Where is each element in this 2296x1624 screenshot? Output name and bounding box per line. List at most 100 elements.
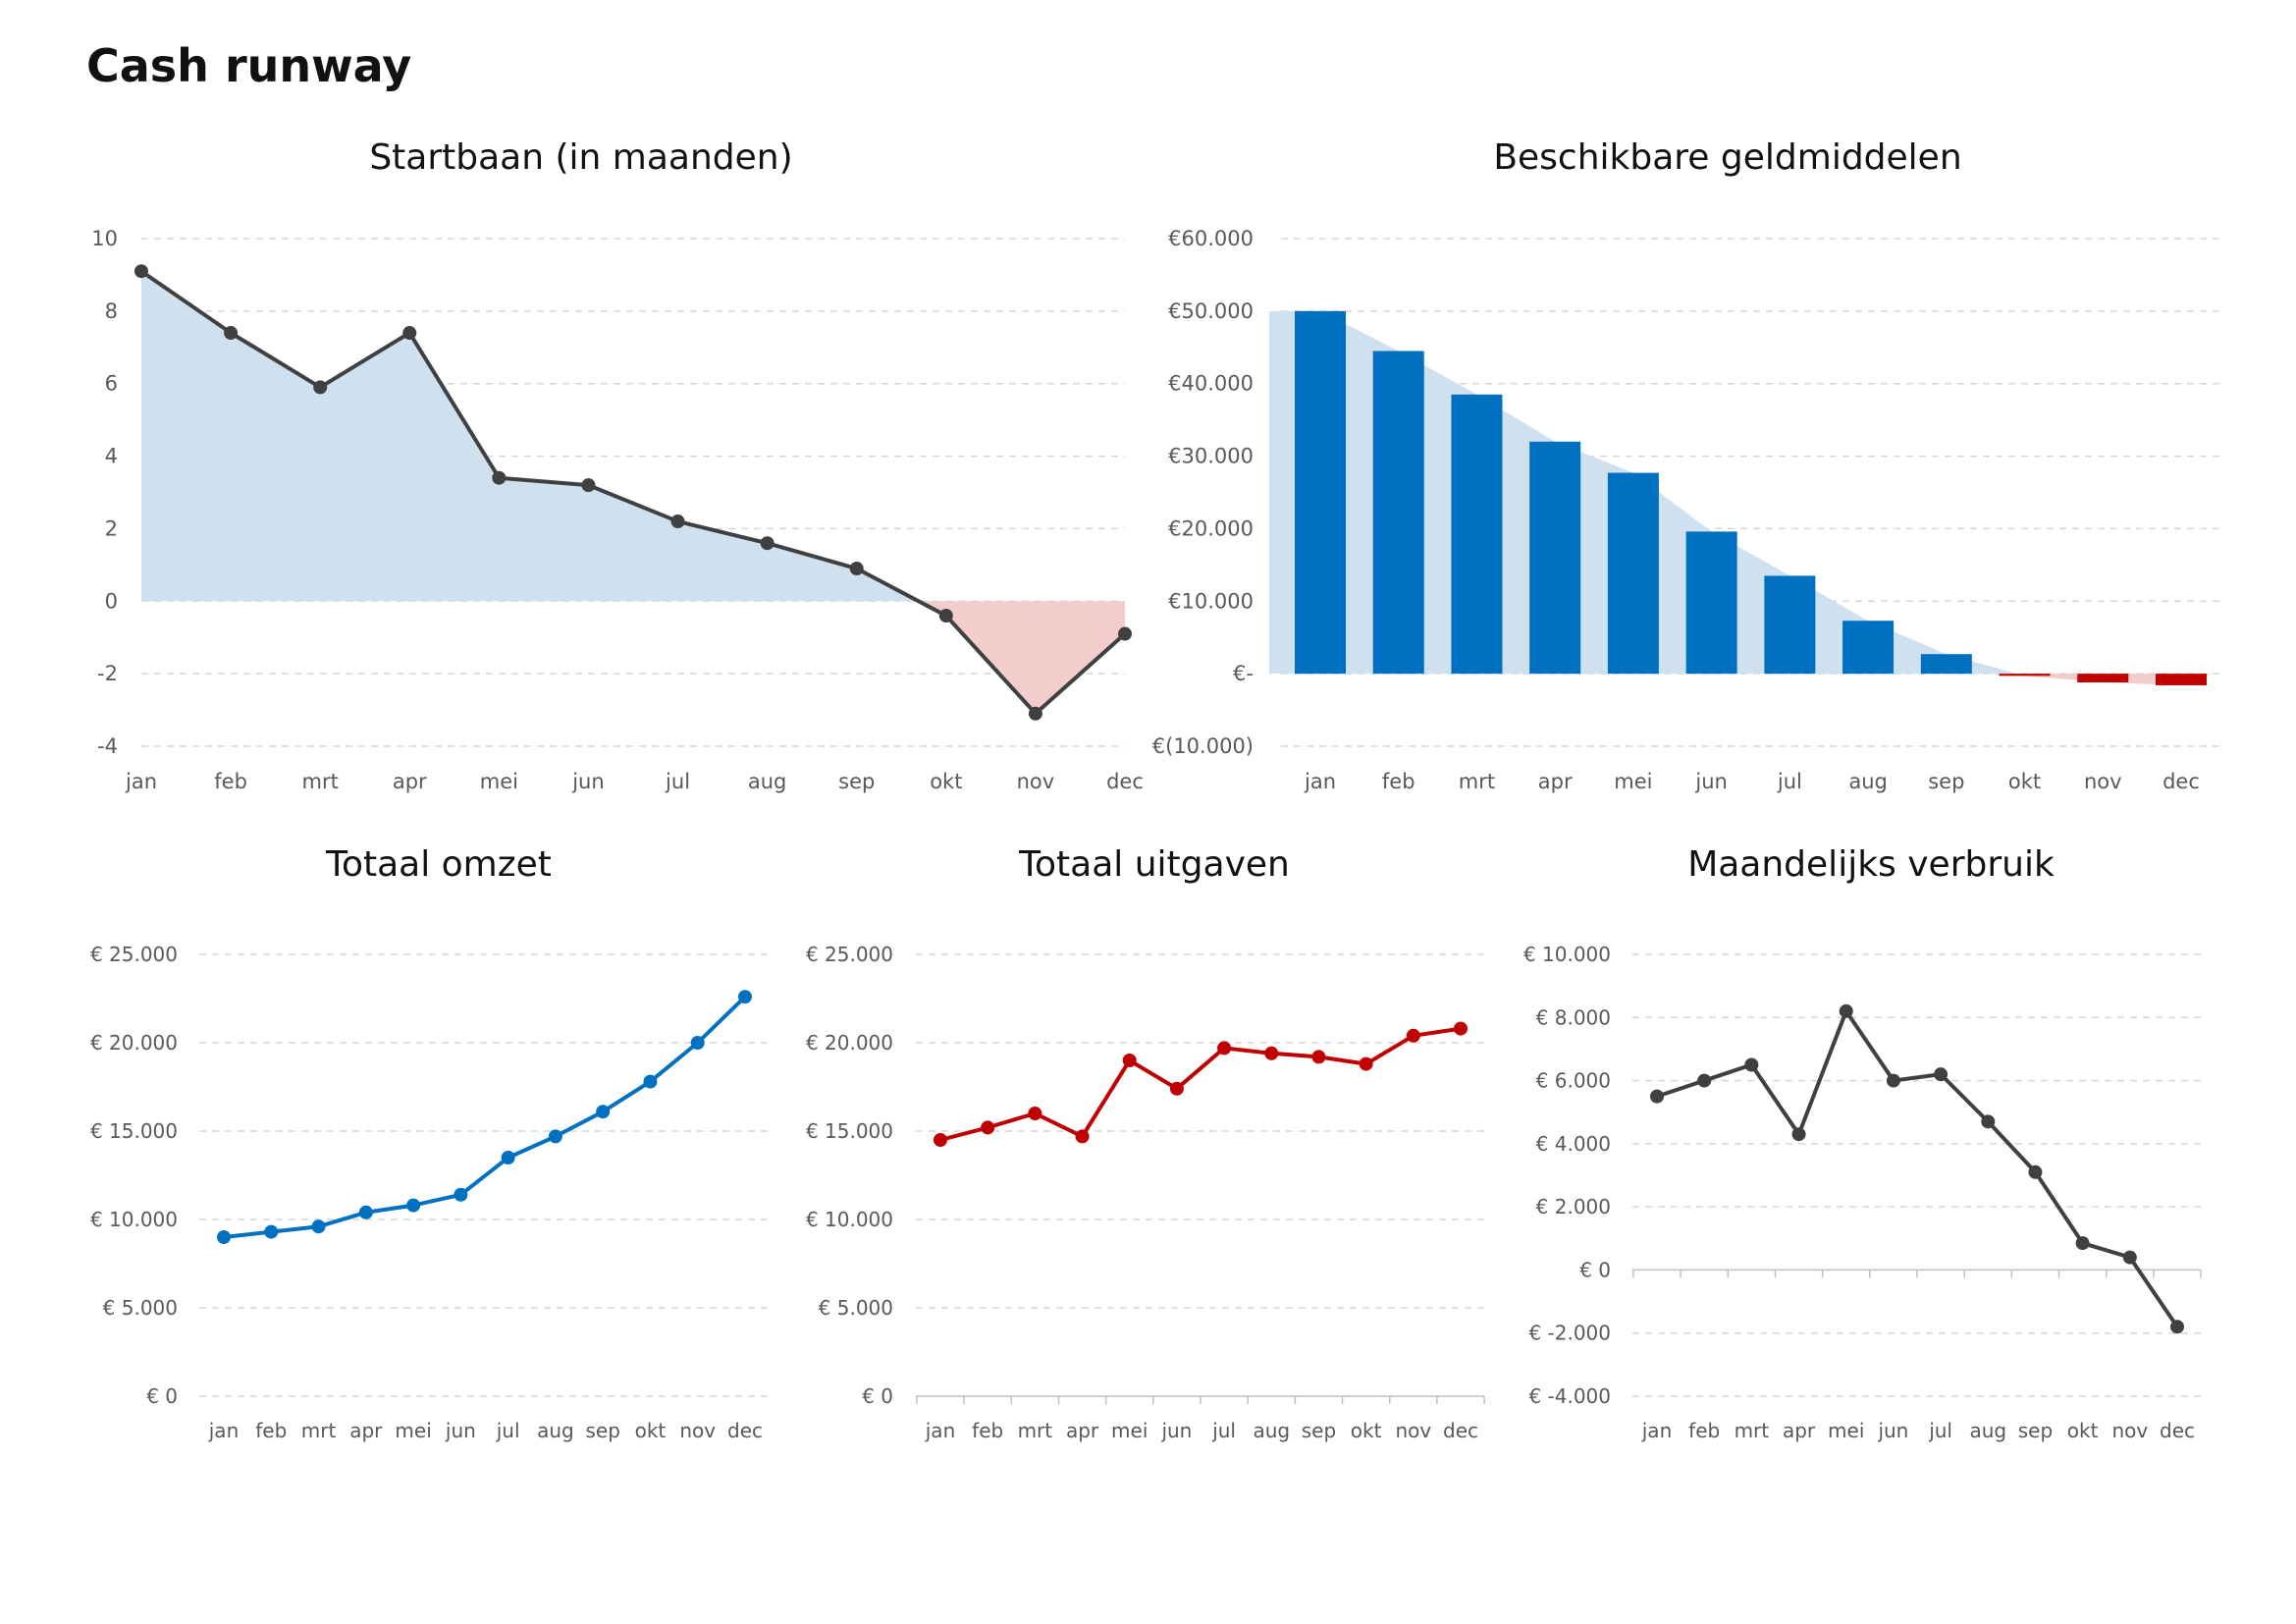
x-tick-label: jun — [571, 770, 604, 793]
y-tick-label: € -4.000 — [1528, 1384, 1611, 1408]
x-tick-label: apr — [1066, 1419, 1099, 1442]
data-point — [264, 1224, 279, 1239]
x-tick-label: jun — [1877, 1419, 1908, 1442]
y-tick-label: €30.000 — [1168, 445, 1254, 468]
y-tick-label: € 8.000 — [1536, 1005, 1611, 1029]
x-tick-label: dec — [2160, 1419, 2195, 1442]
x-tick-label: aug — [537, 1419, 574, 1442]
x-tick-label: mrt — [1735, 1419, 1770, 1442]
y-tick-label: € 5.000 — [103, 1296, 178, 1320]
x-tick-label: sep — [1928, 770, 1964, 793]
x-tick-label: jul — [1777, 770, 1802, 793]
x-tick-label: jul — [1211, 1419, 1236, 1442]
x-tick-label: jan — [1641, 1419, 1673, 1442]
chart-uitgaven: Totaal uitgaven € 25.000 € 20.000 € 15.000 €… — [806, 844, 1485, 1442]
y-tick-label: €(10.000) — [1152, 734, 1254, 758]
data-point — [1118, 626, 1132, 641]
data-point — [1122, 1054, 1137, 1067]
y-tick-label: €10.000 — [1168, 589, 1254, 613]
x-tick-label: nov — [1395, 1419, 1431, 1442]
x-tick-label: mei — [1614, 770, 1652, 793]
chart-title: Totaal uitgaven — [1018, 844, 1290, 885]
series-line — [139, 269, 1127, 716]
bar — [1920, 654, 1972, 675]
data-point — [548, 1129, 562, 1144]
y-tick-label: €- — [1233, 662, 1254, 685]
x-tick-label: apr — [349, 1419, 383, 1442]
data-point — [492, 470, 507, 485]
x-tick-label: apr — [1783, 1419, 1816, 1442]
x-tick-label: dec — [2163, 770, 2200, 793]
y-tick-label: 8 — [105, 299, 118, 323]
data-point — [849, 562, 864, 576]
data-point — [934, 1133, 947, 1147]
y-tick-label: € 5.000 — [819, 1296, 893, 1320]
x-tick-label: dec — [1106, 770, 1144, 793]
x-tick-label: aug — [1969, 1419, 2006, 1442]
data-point — [1169, 1081, 1184, 1096]
x-tick-label: nov — [1017, 770, 1055, 793]
data-point — [1454, 1021, 1468, 1036]
x-tick-label: okt — [1351, 1419, 1382, 1442]
y-tick-label: € 10.000 — [1523, 943, 1611, 966]
x-tick-label: mrt — [302, 770, 339, 793]
data-point — [1981, 1114, 1996, 1129]
bar — [1842, 621, 1895, 675]
y-tick-label: -4 — [97, 734, 118, 758]
y-tick-label: € 0 — [1579, 1258, 1611, 1281]
data-point — [1650, 1089, 1664, 1104]
x-tick-label: sep — [1302, 1419, 1336, 1442]
y-tick-label: € 6.000 — [1536, 1069, 1611, 1093]
y-tick-label: € 20.000 — [806, 1031, 893, 1055]
x-tick-label: mrt — [1459, 770, 1495, 793]
area-negative — [1269, 674, 2211, 685]
x-tick-label: nov — [2111, 1419, 2148, 1442]
x-tick-label: feb — [1382, 770, 1415, 793]
data-point — [402, 326, 417, 341]
data-point — [224, 326, 239, 341]
bar — [1529, 441, 1581, 675]
y-tick-label: €50.000 — [1168, 299, 1254, 323]
y-tick-label: € 20.000 — [90, 1031, 178, 1055]
bar — [1295, 310, 1346, 675]
x-tick-label: mrt — [301, 1419, 337, 1442]
y-tick-label: €20.000 — [1168, 516, 1254, 540]
x-tick-label: mei — [1828, 1419, 1864, 1442]
y-tick-label: € 10.000 — [806, 1208, 893, 1231]
data-point — [581, 478, 596, 493]
data-point — [2170, 1320, 2184, 1334]
y-tick-label: € 15.000 — [90, 1119, 178, 1143]
x-tick-label: feb — [972, 1419, 1003, 1442]
chart-title: Beschikbare geldmiddelen — [1493, 137, 1961, 178]
x-tick-label: okt — [2008, 770, 2041, 793]
data-point — [1839, 1003, 1853, 1018]
y-tick-label: € 10.000 — [90, 1208, 178, 1231]
data-point — [1359, 1056, 1373, 1071]
data-point — [760, 536, 774, 551]
x-tick-label: aug — [1848, 770, 1888, 793]
y-tick-label: € 0 — [146, 1384, 178, 1408]
data-point — [738, 990, 752, 1004]
chart-startbaan: Startbaan (in maanden) 10 8 6 4 2 0 -2 -4 jan feb m… — [91, 137, 1144, 793]
y-tick-label: € 0 — [862, 1384, 893, 1408]
x-tick-label: jul — [665, 770, 690, 793]
data-point — [406, 1198, 421, 1213]
data-point — [1217, 1041, 1232, 1056]
data-point — [358, 1205, 373, 1219]
data-point — [938, 609, 953, 623]
x-tick-label: mrt — [1018, 1419, 1053, 1442]
x-tick-label: feb — [214, 770, 247, 793]
y-tick-label: €40.000 — [1168, 372, 1254, 396]
data-point — [501, 1151, 515, 1164]
data-point — [1406, 1028, 1420, 1043]
x-tick-label: jun — [1160, 1419, 1192, 1442]
x-tick-label: jun — [445, 1419, 476, 1442]
y-tick-label: 2 — [105, 516, 118, 540]
data-point — [1028, 706, 1042, 721]
data-point — [1934, 1067, 1949, 1082]
chart-omzet: Totaal omzet € 25.000 € 20.000 € 15.000 € 10… — [90, 844, 770, 1442]
data-point — [311, 1219, 326, 1234]
data-point — [2028, 1164, 2043, 1179]
x-tick-label: mei — [480, 770, 518, 793]
